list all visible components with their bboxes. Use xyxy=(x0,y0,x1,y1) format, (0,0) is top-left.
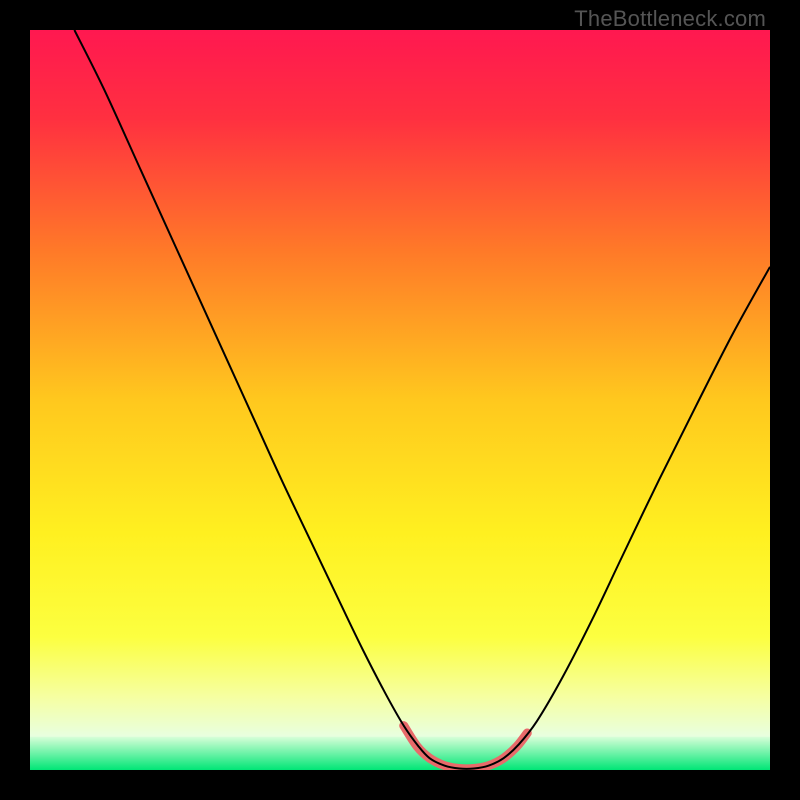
plot-area xyxy=(30,30,770,770)
flat-emphasis-line xyxy=(404,726,528,769)
watermark-text: TheBottleneck.com xyxy=(574,6,766,32)
curve-layer xyxy=(30,30,770,770)
bottleneck-curve xyxy=(74,30,770,769)
chart-container: TheBottleneck.com xyxy=(0,0,800,800)
